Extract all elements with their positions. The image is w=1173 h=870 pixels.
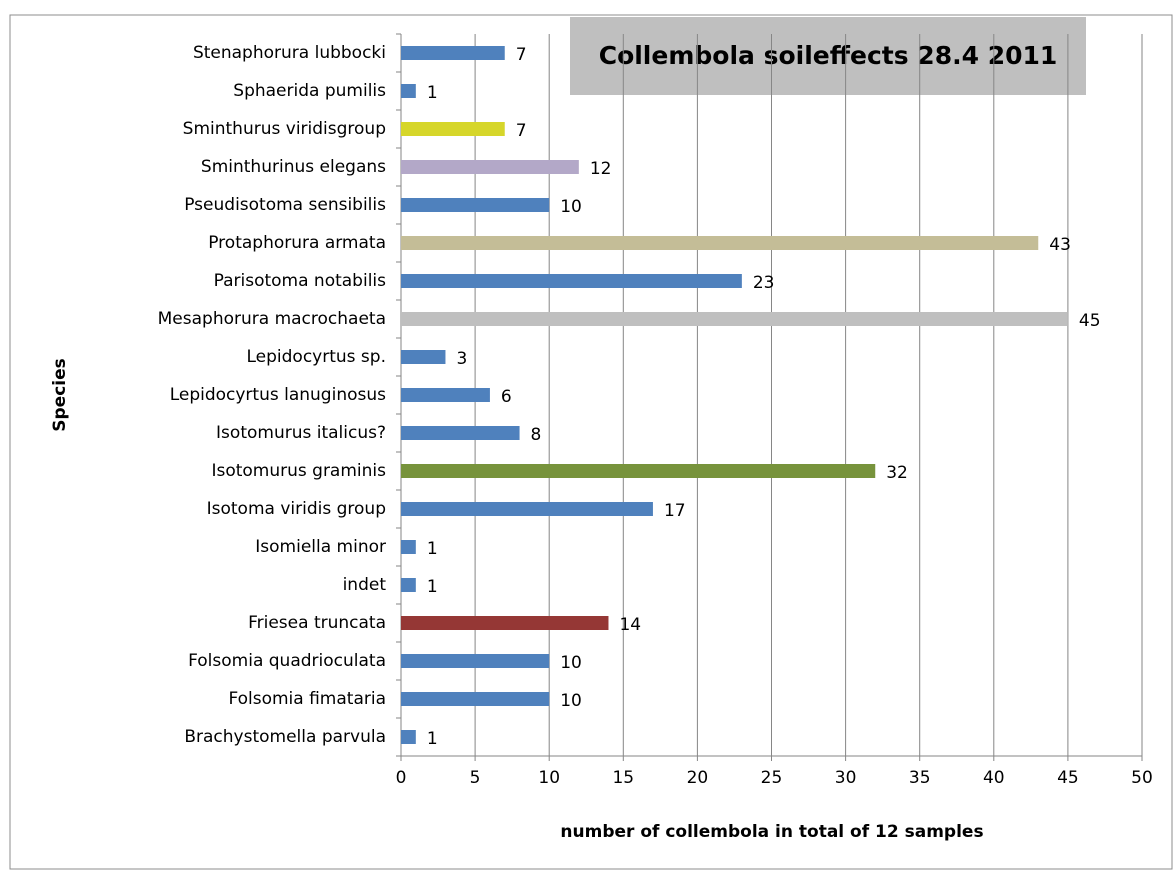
y-tick-label: Isotoma viridis group <box>207 499 386 519</box>
y-tick-label: Pseudisotoma sensibilis <box>184 195 386 215</box>
y-tick-label: Isomiella minor <box>255 537 386 557</box>
chart-frame <box>9 14 1173 870</box>
value-label: 7 <box>516 121 527 141</box>
bar <box>401 730 416 744</box>
bar <box>401 388 490 402</box>
value-label: 1 <box>427 577 438 597</box>
y-tick-label: Mesaphorura macrochaeta <box>158 309 386 329</box>
bar <box>401 274 742 288</box>
bar <box>401 46 505 60</box>
value-label: 1 <box>427 729 438 749</box>
y-tick-label: indet <box>343 575 387 595</box>
bar <box>401 692 550 706</box>
value-label: 1 <box>427 539 438 559</box>
x-tick-label: 25 <box>761 768 783 788</box>
value-label: 7 <box>516 45 527 65</box>
y-tick-label: Sphaerida pumilis <box>233 81 386 101</box>
x-tick-label: 5 <box>470 768 481 788</box>
y-tick-label: Folsomia fimataria <box>228 689 386 709</box>
value-label: 12 <box>590 159 612 179</box>
bar <box>401 502 653 516</box>
bar <box>401 122 505 136</box>
x-tick-label: 35 <box>909 768 931 788</box>
value-label: 43 <box>1049 235 1071 255</box>
bar <box>401 198 550 212</box>
bar <box>401 578 416 592</box>
bar <box>401 350 446 364</box>
value-label: 6 <box>501 387 512 407</box>
x-tick-label: 40 <box>983 768 1005 788</box>
x-tick-label: 20 <box>687 768 709 788</box>
y-tick-label: Protaphorura armata <box>208 233 386 253</box>
y-tick-label: Stenaphorura lubbocki <box>193 43 386 63</box>
x-tick-label: 50 <box>1131 768 1153 788</box>
value-label: 10 <box>560 197 582 217</box>
value-label: 10 <box>560 691 582 711</box>
bar <box>401 312 1068 326</box>
x-tick-label: 15 <box>612 768 634 788</box>
y-tick-label: Isotomurus italicus? <box>216 423 386 443</box>
x-tick-label: 10 <box>538 768 560 788</box>
bar <box>401 84 416 98</box>
bar <box>401 616 609 630</box>
value-label: 23 <box>753 273 775 293</box>
bar <box>401 540 416 554</box>
bar <box>401 426 520 440</box>
bar <box>401 464 876 478</box>
y-tick-label: Parisotoma notabilis <box>214 271 387 291</box>
bar <box>401 236 1039 250</box>
value-label: 3 <box>456 349 467 369</box>
value-label: 1 <box>427 83 438 103</box>
value-label: 45 <box>1079 311 1101 331</box>
y-tick-label: Folsomia quadrioculata <box>188 651 386 671</box>
title-box <box>570 17 1086 95</box>
bar <box>401 160 579 174</box>
value-label: 10 <box>560 653 582 673</box>
y-tick-label: Sminthurinus elegans <box>201 157 386 177</box>
x-tick-label: 0 <box>396 768 407 788</box>
chart-title: Collembola soileffects 28.4 2011 <box>599 41 1058 70</box>
y-axis-label: Species <box>50 358 70 432</box>
y-tick-label: Sminthurus viridisgroup <box>183 119 386 139</box>
y-tick-label: Friesea truncata <box>248 613 386 633</box>
value-label: 17 <box>664 501 686 521</box>
value-label: 32 <box>886 463 908 483</box>
x-tick-label: 30 <box>835 768 857 788</box>
bar <box>401 654 550 668</box>
y-tick-label: Lepidocyrtus lanuginosus <box>170 385 386 405</box>
value-label: 8 <box>531 425 542 445</box>
y-tick-label: Brachystomella parvula <box>184 727 386 747</box>
x-axis-label: number of collembola in total of 12 samp… <box>560 822 983 842</box>
y-tick-label: Lepidocyrtus sp. <box>247 347 387 367</box>
x-tick-label: 45 <box>1057 768 1079 788</box>
value-label: 14 <box>619 615 641 635</box>
y-tick-label: Isotomurus graminis <box>211 461 386 481</box>
